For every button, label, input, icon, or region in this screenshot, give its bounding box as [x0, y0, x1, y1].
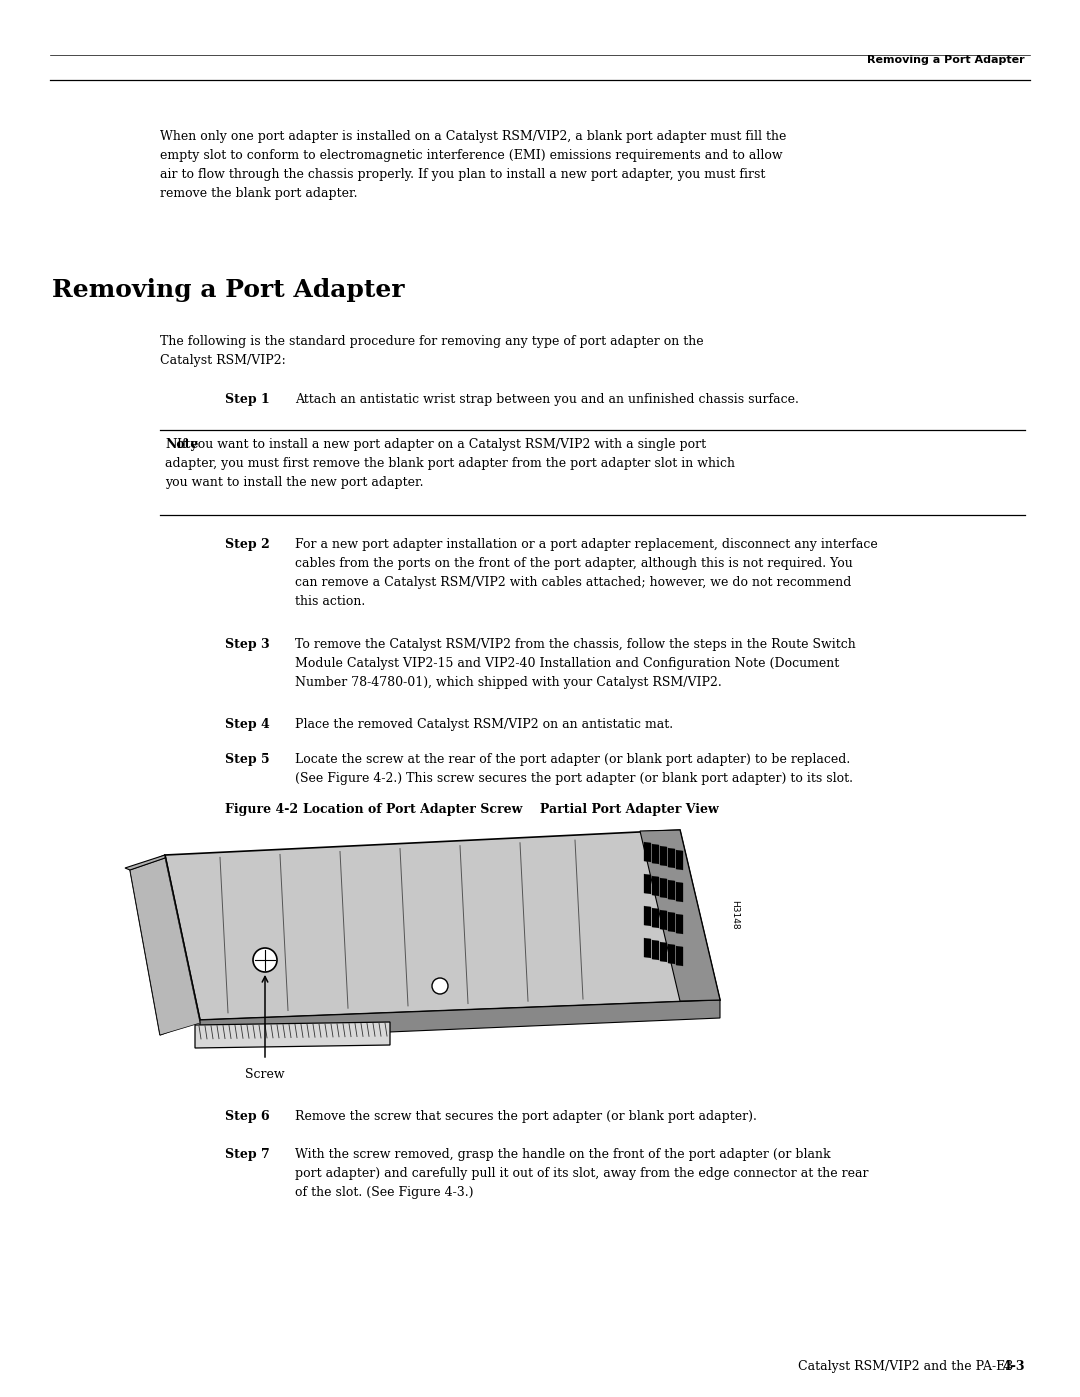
Text: To remove the Catalyst RSM/VIP2 from the chassis, follow the steps in the Route : To remove the Catalyst RSM/VIP2 from the… — [295, 638, 855, 651]
Text: air to flow through the chassis properly. If you plan to install a new port adap: air to flow through the chassis properly… — [160, 168, 766, 182]
Text: The following is the standard procedure for removing any type of port adapter on: The following is the standard procedure … — [160, 335, 704, 348]
Polygon shape — [669, 880, 675, 900]
Text: Removing a Port Adapter: Removing a Port Adapter — [52, 278, 405, 302]
Polygon shape — [644, 842, 651, 862]
Polygon shape — [660, 909, 667, 930]
Text: H3148: H3148 — [730, 900, 740, 930]
Polygon shape — [195, 1023, 390, 1048]
Text: Step 6: Step 6 — [225, 1111, 270, 1123]
Text: Attach an antistatic wrist strap between you and an unfinished chassis surface.: Attach an antistatic wrist strap between… — [295, 393, 799, 407]
Polygon shape — [644, 875, 651, 894]
Polygon shape — [676, 946, 683, 965]
Text: Step 7: Step 7 — [225, 1148, 270, 1161]
Text: When only one port adapter is installed on a Catalyst RSM/VIP2, a blank port ada: When only one port adapter is installed … — [160, 130, 786, 142]
Polygon shape — [660, 847, 667, 866]
Text: Step 4: Step 4 — [225, 718, 270, 731]
Text: port adapter) and carefully pull it out of its slot, away from the edge connecto: port adapter) and carefully pull it out … — [295, 1166, 868, 1180]
Text: Locate the screw at the rear of the port adapter (or blank port adapter) to be r: Locate the screw at the rear of the port… — [295, 753, 850, 766]
Text: Location of Port Adapter Screw    Partial Port Adapter View: Location of Port Adapter Screw Partial P… — [303, 803, 719, 816]
Text: Place the removed Catalyst RSM/VIP2 on an antistatic mat.: Place the removed Catalyst RSM/VIP2 on a… — [295, 718, 673, 731]
Polygon shape — [200, 1000, 720, 1039]
Text: Step 1: Step 1 — [225, 393, 270, 407]
Polygon shape — [644, 907, 651, 926]
Text: (See Figure 4-2.) This screw secures the port adapter (or blank port adapter) to: (See Figure 4-2.) This screw secures the… — [295, 773, 853, 785]
Polygon shape — [125, 855, 165, 870]
Polygon shape — [669, 944, 675, 964]
Polygon shape — [130, 855, 200, 1035]
Polygon shape — [652, 908, 659, 928]
Text: of the slot. (See Figure 4-3.): of the slot. (See Figure 4-3.) — [295, 1186, 473, 1199]
Circle shape — [253, 949, 276, 972]
Polygon shape — [669, 912, 675, 932]
Text: For a new port adapter installation or a port adapter replacement, disconnect an: For a new port adapter installation or a… — [295, 538, 878, 550]
Polygon shape — [652, 876, 659, 895]
Polygon shape — [130, 858, 200, 1035]
Text: Removing a Port Adapter: Removing a Port Adapter — [867, 54, 1025, 66]
Text: Number 78-4780-01), which shipped with your Catalyst RSM/VIP2.: Number 78-4780-01), which shipped with y… — [295, 676, 721, 689]
Text: Step 3: Step 3 — [225, 638, 270, 651]
Polygon shape — [676, 882, 683, 902]
Polygon shape — [652, 940, 659, 960]
Polygon shape — [640, 830, 720, 1002]
Text: adapter, you must first remove the blank port adapter from the port adapter slot: adapter, you must first remove the blank… — [165, 457, 735, 469]
Text: you want to install the new port adapter.: you want to install the new port adapter… — [165, 476, 423, 489]
Text: Figure 4-2: Figure 4-2 — [225, 803, 298, 816]
Text: Remove the screw that secures the port adapter (or blank port adapter).: Remove the screw that secures the port a… — [295, 1111, 757, 1123]
Text: Note: Note — [165, 439, 199, 451]
Text: 4-3: 4-3 — [1002, 1361, 1025, 1373]
Polygon shape — [660, 942, 667, 963]
Text: Module Catalyst VIP2-15 and VIP2-40 Installation and Conﬁguration Note (Document: Module Catalyst VIP2-15 and VIP2-40 Inst… — [295, 657, 839, 671]
Text: this action.: this action. — [295, 595, 365, 608]
Circle shape — [432, 978, 448, 995]
Polygon shape — [165, 830, 720, 1020]
Text: Step 2: Step 2 — [225, 538, 270, 550]
Text: If you want to install a new port adapter on a Catalyst RSM/VIP2 with a single p: If you want to install a new port adapte… — [165, 439, 706, 451]
Polygon shape — [644, 937, 651, 958]
Text: cables from the ports on the front of the port adapter, although this is not req: cables from the ports on the front of th… — [295, 557, 853, 570]
Polygon shape — [676, 849, 683, 870]
Text: With the screw removed, grasp the handle on the front of the port adapter (or bl: With the screw removed, grasp the handle… — [295, 1148, 831, 1161]
Text: remove the blank port adapter.: remove the blank port adapter. — [160, 187, 357, 200]
Polygon shape — [660, 877, 667, 898]
Text: Catalyst RSM/VIP2:: Catalyst RSM/VIP2: — [160, 353, 286, 367]
Polygon shape — [676, 914, 683, 935]
Text: Step 5: Step 5 — [225, 753, 270, 766]
Polygon shape — [669, 848, 675, 868]
Text: can remove a Catalyst RSM/VIP2 with cables attached; however, we do not recommen: can remove a Catalyst RSM/VIP2 with cabl… — [295, 576, 851, 590]
Text: Screw: Screw — [245, 1067, 285, 1081]
Text: empty slot to conform to electromagnetic interference (EMI) emissions requiremen: empty slot to conform to electromagnetic… — [160, 149, 783, 162]
Text: Catalyst RSM/VIP2 and the PA-E3: Catalyst RSM/VIP2 and the PA-E3 — [798, 1361, 1025, 1373]
Polygon shape — [652, 844, 659, 863]
